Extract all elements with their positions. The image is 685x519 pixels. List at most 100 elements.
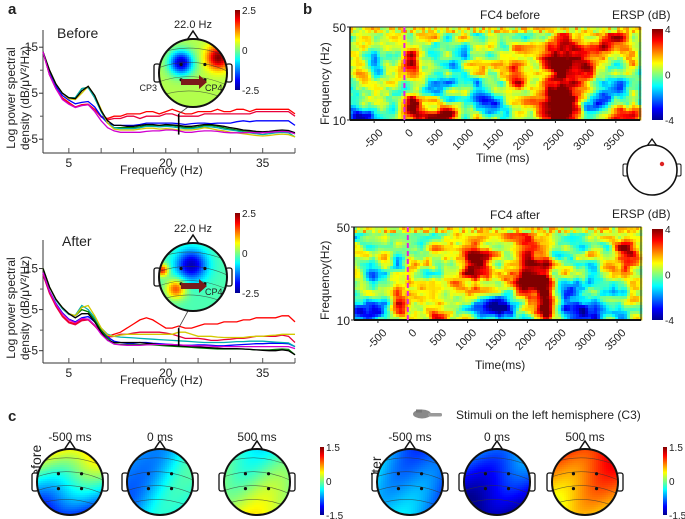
psd-before-inset-colorbar-tick-label: 0 bbox=[242, 46, 248, 57]
topomaps-before-topomap-1-electrode bbox=[169, 472, 174, 476]
topomaps-after-topomap-2-nose bbox=[578, 439, 592, 451]
ersp-before-colorbar: 4 0 -4 bbox=[652, 25, 674, 127]
psd-before-inset-colorbar: 2.5 0 -2.5 bbox=[235, 6, 260, 97]
psd-before-label: Before bbox=[57, 25, 99, 41]
psd-after-inset-colorbar: 2.5 0 -2.5 bbox=[235, 209, 260, 300]
psd-before-inset-electrode-label: CP3 bbox=[139, 83, 157, 93]
topomaps-before-topomap-0-electrode bbox=[79, 487, 84, 491]
ersp-before-colorbar-tick-label: -4 bbox=[665, 116, 674, 127]
topomaps-after-topomap-1-electrode bbox=[483, 472, 488, 476]
topomaps-after-time-label: 500 ms bbox=[565, 430, 604, 444]
topomaps-before-topomap-2-electrode bbox=[243, 472, 248, 476]
ersp-before-title: FC4 before bbox=[480, 8, 541, 22]
topomaps-before-topomap-0-electrode bbox=[79, 472, 84, 476]
topomaps-after-topomap-0-electrode bbox=[419, 472, 424, 476]
topomaps-after-colorbar-tick-label: -1.5 bbox=[669, 511, 685, 519]
psd-before-series-ch6 bbox=[42, 51, 296, 138]
topomaps-after-topomap-0-outline bbox=[376, 448, 444, 516]
topomaps-after-colorbar-bar bbox=[663, 447, 667, 515]
psd-before-inset-connector bbox=[178, 106, 189, 115]
topomaps-before-topomap-0 bbox=[31, 439, 109, 516]
fc4-location-nose bbox=[646, 137, 658, 147]
ersp-after-ytick-label: 10 bbox=[337, 314, 351, 328]
panel-letter-b: b bbox=[303, 1, 313, 18]
psd-after-series-ch6 bbox=[42, 268, 295, 339]
topomaps-after-colorbar-tick-label: 0 bbox=[669, 477, 675, 488]
psd-after-inset-topomap-outline bbox=[158, 242, 228, 312]
psd-before-inset-topomap-electrode bbox=[203, 62, 207, 67]
psd-before-inset-topomap-contour bbox=[159, 62, 227, 72]
topomaps-before-topomap-2-outline bbox=[223, 448, 291, 516]
psd-after-inset-title: 22.0 Hz bbox=[174, 223, 212, 235]
ersp-after-heatmap bbox=[354, 227, 643, 321]
topomaps-after-topomap-2-electrode bbox=[571, 487, 576, 491]
topomaps-before-colorbar-tick-label: 1.5 bbox=[326, 443, 340, 454]
topomaps-before-topomap-1-outline bbox=[126, 448, 194, 516]
fc4-location-head bbox=[622, 137, 682, 196]
fc4-location-outline bbox=[626, 144, 678, 196]
topomaps-before-topomap-0-electrode bbox=[56, 472, 61, 476]
topomaps-after-topomap-0-electrode bbox=[419, 487, 424, 491]
topomaps-before-colorbar-tick-label: 0 bbox=[326, 477, 332, 488]
psd-after-inset-topomap-contour bbox=[159, 280, 227, 290]
psd-before-inset-colorbar-tick-label: -2.5 bbox=[242, 86, 260, 97]
ersp-before-colorbar-tick-label: 0 bbox=[665, 71, 671, 82]
topomaps-after-topomap-1-outline bbox=[463, 448, 531, 516]
topomaps-after-topomap-2-outline bbox=[551, 448, 619, 516]
psd-after-inset-colorbar-tick-label: -2.5 bbox=[242, 289, 260, 300]
topomaps-after-topomap-2-electrode bbox=[594, 472, 599, 476]
topomaps-after-topomap-1-nose bbox=[490, 439, 504, 451]
psd-after-series-ch8 bbox=[42, 272, 296, 350]
topomaps-before-topomap-1-electrode bbox=[146, 487, 151, 491]
topomaps-before-topomap-2-electrode bbox=[266, 472, 271, 476]
panel-letter-a: a bbox=[8, 1, 17, 18]
psd-after-inset-topomap-electrode bbox=[179, 266, 183, 271]
topomaps-after-time-label: -500 ms bbox=[388, 430, 431, 444]
topomaps-after-topomap-0-electrode bbox=[396, 472, 401, 476]
psd-before-ytick-label: 5 bbox=[31, 86, 38, 100]
psd-before-inset-electrode-label: CP4 bbox=[205, 83, 223, 93]
ersp-after-colorbar-tick-label: 0 bbox=[665, 271, 671, 282]
psd-after-ytick-label: 5 bbox=[31, 303, 38, 317]
ersp-before-xlabel: Time (ms) bbox=[476, 151, 530, 165]
ersp-before-colorbar-tick-label: 4 bbox=[665, 25, 671, 36]
psd-before-inset-topomap-contour bbox=[159, 76, 227, 86]
psd-after-inset-colorbar-tick-label: 0 bbox=[242, 249, 248, 260]
psd-before-inset-topomap-electrode bbox=[179, 62, 183, 67]
psd-after-label: After bbox=[62, 233, 92, 249]
psd-after-inset-colorbar-bar bbox=[235, 213, 240, 293]
topomaps-after-topomap-1 bbox=[458, 439, 536, 516]
psd-after-inset-connector bbox=[178, 310, 189, 329]
psd-after-xtick-label: 5 bbox=[66, 366, 73, 380]
topomaps-after-topomap-2-contour bbox=[552, 471, 618, 481]
psd-before-xtick-label: 35 bbox=[256, 156, 270, 170]
ersp-before-ytick-label: 10 bbox=[333, 114, 347, 128]
topomaps-before-topomap-2-contour bbox=[224, 485, 290, 495]
ersp-before-heatmap bbox=[350, 27, 642, 121]
ersp-before-colorbar-label: ERSP (dB) bbox=[612, 8, 671, 22]
topomaps-after-topomap-1-contour bbox=[464, 471, 530, 481]
psd-before-inset-arrow bbox=[181, 75, 207, 89]
psd-after-inset-electrode-label: CP4 bbox=[205, 287, 223, 297]
psd-after-inset-topomap bbox=[153, 233, 233, 312]
ersp-after-xlabel: Time(ms) bbox=[475, 358, 526, 372]
topomaps-after-topomap-2-electrode bbox=[571, 472, 576, 476]
topomaps-before-topomap-1-nose bbox=[153, 439, 167, 451]
topomaps-after-topomap-1-electrode bbox=[506, 487, 511, 491]
psd-after-inset-arrow bbox=[181, 279, 207, 293]
topomaps-after-topomap-0-contour bbox=[377, 485, 443, 495]
topomaps-before-colorbar-bar bbox=[320, 447, 324, 515]
topomaps-before-topomap-2-contour bbox=[224, 471, 290, 481]
topomaps-before-topomap-0-nose bbox=[63, 439, 77, 451]
topomaps-after-colorbar: 1.5 0 -1.5 bbox=[663, 443, 685, 519]
psd-before-xtick-label: 5 bbox=[66, 156, 73, 170]
psd-before-inset-colorbar-tick-label: 2.5 bbox=[242, 6, 256, 17]
psd-after-inset-topomap-electrode bbox=[203, 266, 207, 271]
ersp-after-title: FC4 after bbox=[490, 208, 541, 222]
psd-after-ytick-label: -5 bbox=[27, 344, 38, 358]
psd-before-series-ch7 bbox=[42, 51, 296, 134]
topomaps-after-topomap-2 bbox=[546, 439, 624, 516]
topomaps-before-topomap-1 bbox=[121, 439, 199, 516]
psd-before-xtick-label: 20 bbox=[159, 156, 173, 170]
